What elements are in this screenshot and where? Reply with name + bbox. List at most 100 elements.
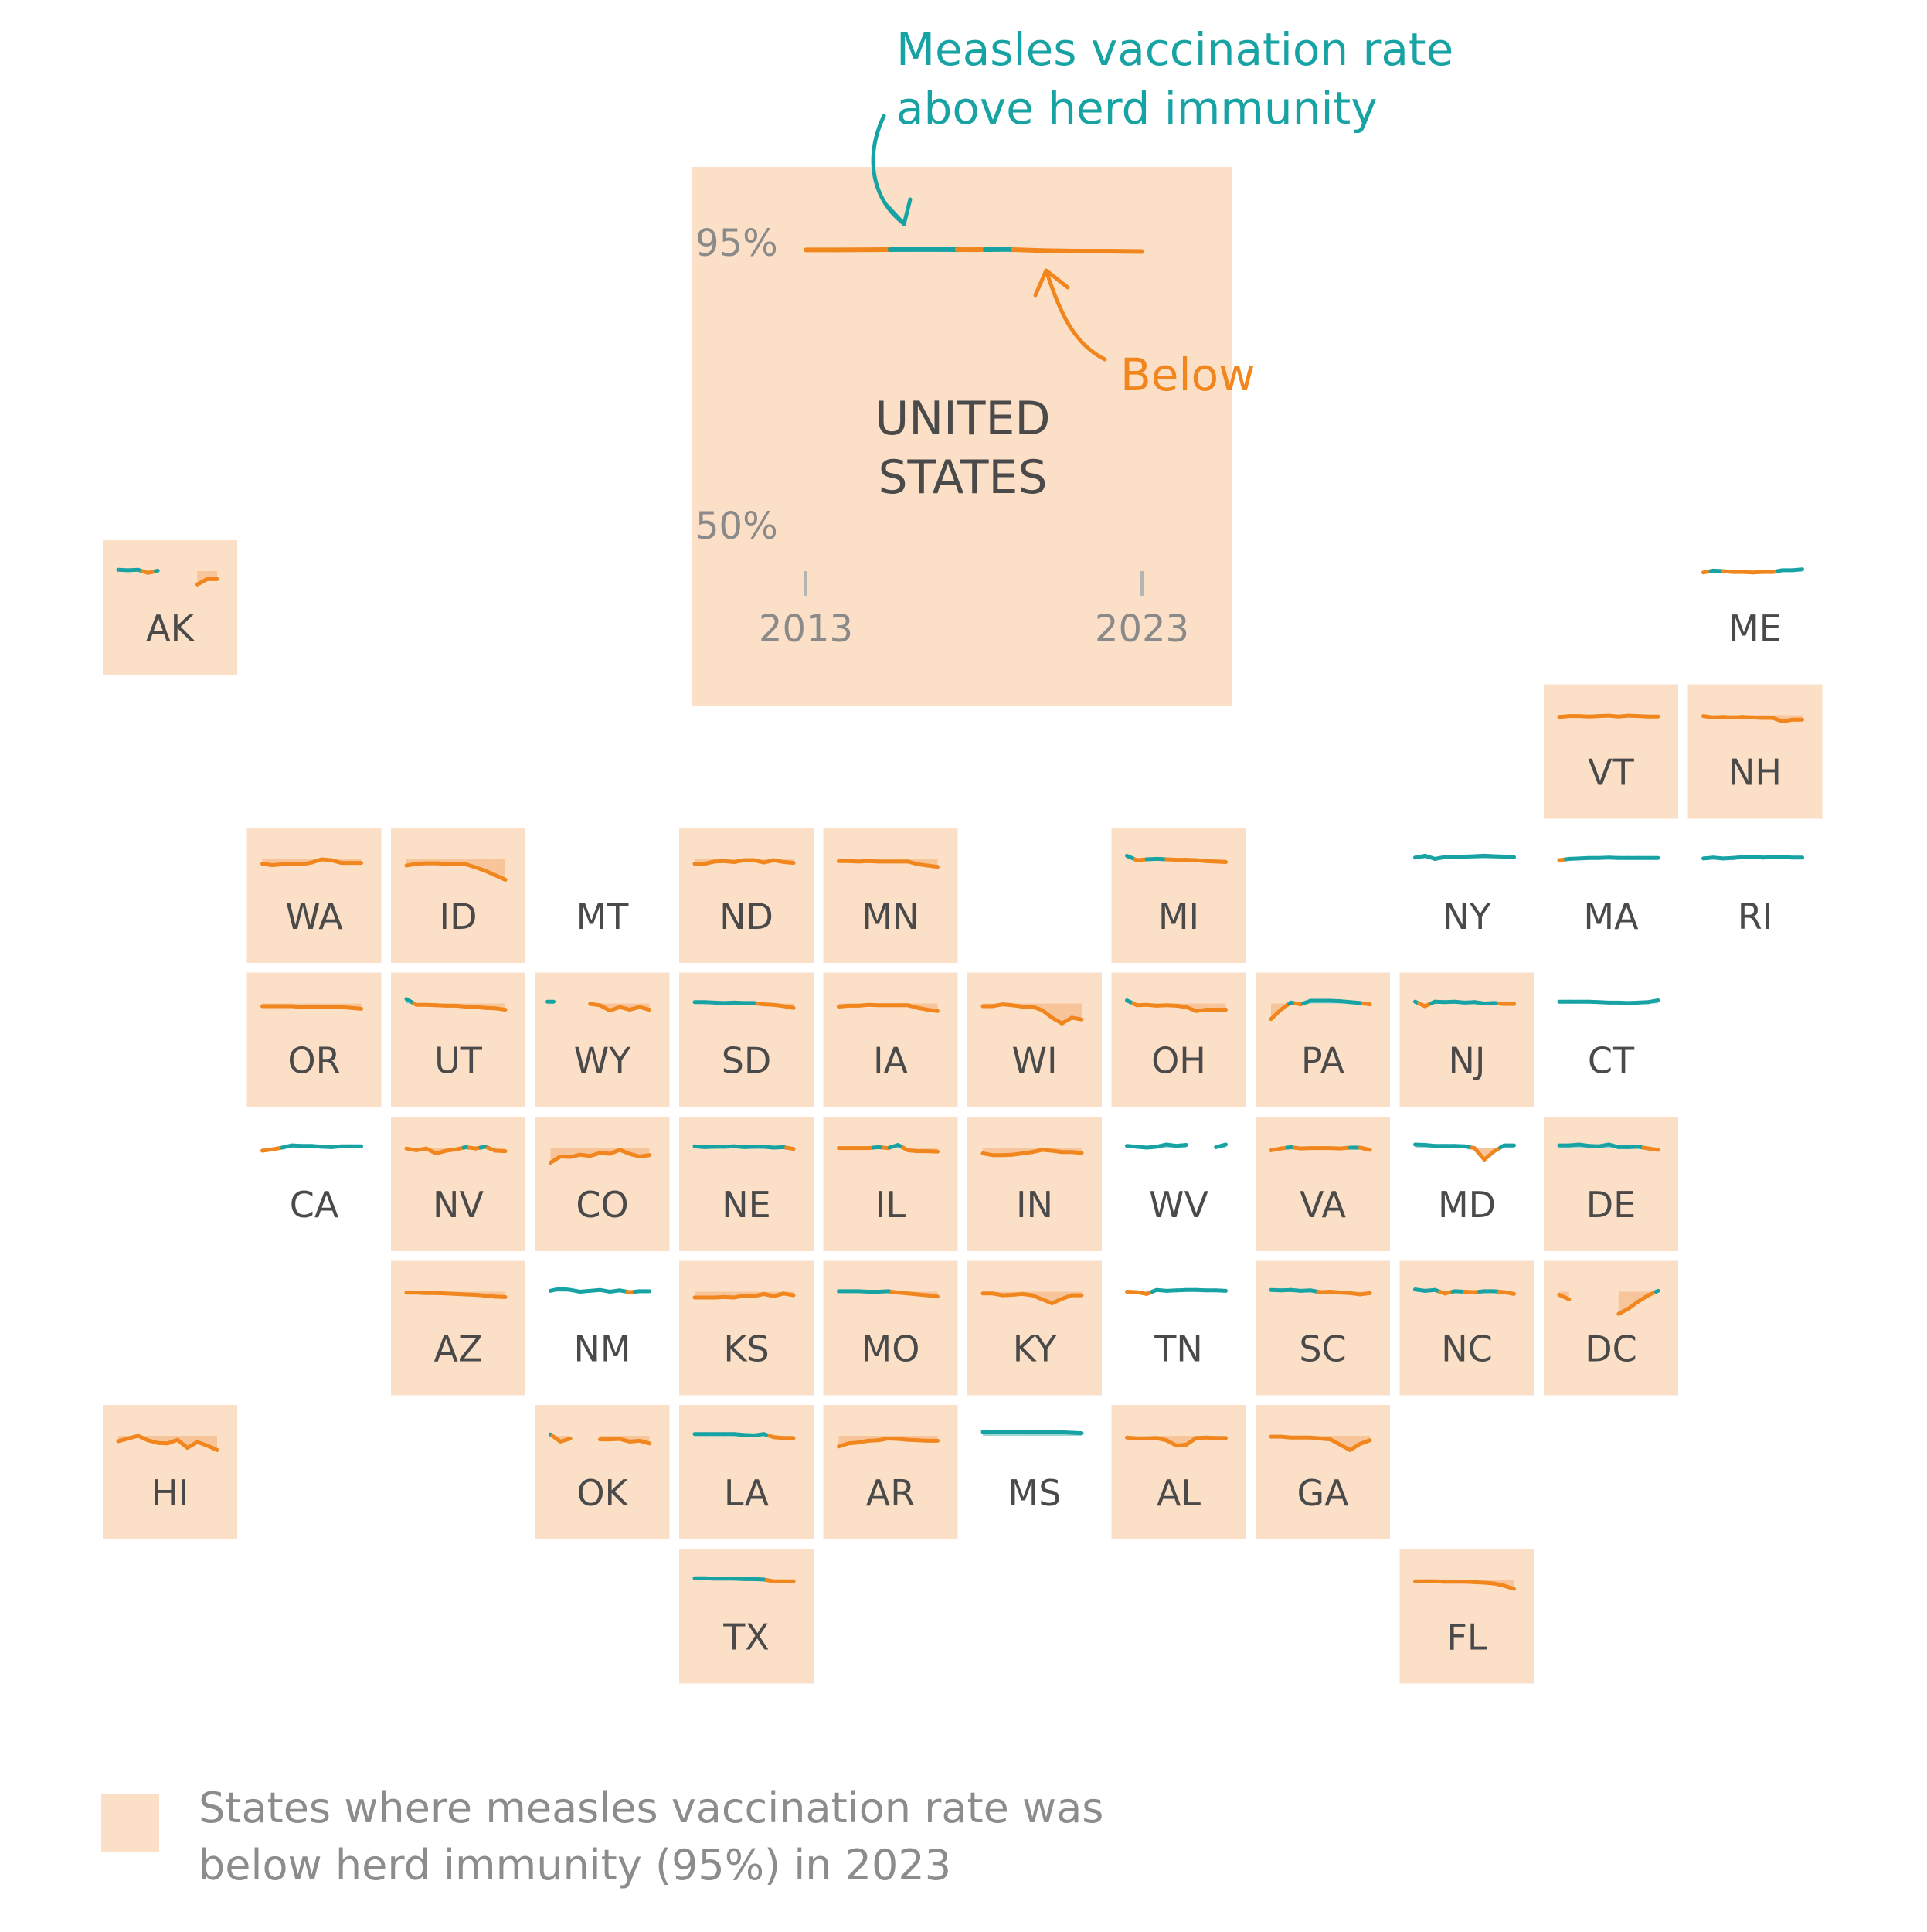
- state-wv-line-segment: [1174, 1143, 1188, 1148]
- state-line: [549, 1432, 651, 1446]
- annotations: Measles vaccination rate above herd immu…: [871, 23, 1453, 401]
- state-line: [692, 1291, 796, 1300]
- state-ak-line-segment: [154, 568, 160, 573]
- state-tile-id: ID: [391, 828, 525, 963]
- state-line: [404, 997, 508, 1012]
- state-line: [1557, 1288, 1660, 1316]
- state-label: KY: [1013, 1328, 1058, 1370]
- state-line: [692, 1432, 796, 1440]
- state-tile-background: [391, 828, 525, 963]
- state-label: RI: [1738, 896, 1773, 937]
- state-ut-line-segment: [493, 1006, 508, 1012]
- state-label: KS: [723, 1328, 769, 1370]
- state-tile-background: [1256, 1117, 1390, 1251]
- state-label: IL: [875, 1184, 906, 1226]
- state-line: [1269, 1434, 1372, 1452]
- state-label: ND: [719, 896, 773, 937]
- state-al-line-segment: [1184, 1436, 1198, 1447]
- state-label: MI: [1158, 896, 1199, 937]
- state-line: [1701, 714, 1804, 724]
- state-line: [549, 1286, 651, 1294]
- state-tile-background: [391, 1260, 525, 1396]
- state-tile-background: [1399, 972, 1534, 1107]
- state-label: CA: [290, 1184, 339, 1226]
- state-label: VA: [1300, 1184, 1347, 1226]
- state-line: [980, 1002, 1084, 1026]
- state-fl-line-segment: [1502, 1583, 1516, 1591]
- state-line: [1701, 567, 1804, 575]
- state-tile-background: [823, 1405, 958, 1539]
- state-line: [837, 859, 940, 869]
- state-line: [260, 1004, 363, 1011]
- state-tile-tn: TN: [1125, 1287, 1228, 1370]
- state-label: MS: [1008, 1472, 1062, 1514]
- state-ny-line-segment: [1502, 855, 1516, 859]
- below-annotation-arrowhead: [1033, 268, 1070, 298]
- state-va-line-segment: [1358, 1145, 1372, 1152]
- state-tile-background: [1256, 1405, 1390, 1539]
- state-line: [1269, 1287, 1372, 1297]
- state-ga-line-segment: [1348, 1441, 1362, 1452]
- state-id-line-segment: [493, 873, 508, 882]
- x-tick-label-2013: 2013: [759, 607, 853, 651]
- state-tile-pa: PA: [1256, 972, 1390, 1107]
- state-label: DE: [1586, 1184, 1636, 1226]
- state-tile-background: [823, 972, 958, 1107]
- state-tile-background: [967, 1117, 1102, 1251]
- state-tile-ma: MA: [1557, 855, 1660, 937]
- state-tile-background: [246, 972, 382, 1107]
- state-line: [116, 567, 219, 587]
- state-label: NV: [433, 1184, 484, 1226]
- state-md-line-segment: [1472, 1146, 1487, 1162]
- state-line: [1557, 1142, 1660, 1152]
- us-line-segment: [1106, 248, 1144, 254]
- state-tile-nj: NJ: [1399, 972, 1534, 1107]
- state-il-line-segment: [926, 1149, 940, 1154]
- state-line: [404, 1291, 508, 1299]
- state-tile-sc: SC: [1256, 1260, 1390, 1396]
- state-line: [1125, 1287, 1228, 1296]
- below-annotation: Below: [1120, 349, 1256, 401]
- legend-text-line-2: below herd immunity (95%) in 2023: [199, 1841, 951, 1889]
- state-tile-background: [1111, 1405, 1246, 1539]
- state-tile-background: [823, 828, 958, 963]
- state-tile-vt: VT: [1544, 684, 1678, 819]
- state-label: MT: [576, 896, 630, 937]
- state-sc-line-segment: [1358, 1291, 1372, 1297]
- state-tile-background: [103, 540, 237, 675]
- state-line: [545, 999, 651, 1013]
- state-line: [549, 1148, 651, 1165]
- state-line: [404, 1145, 508, 1155]
- above-annotation-arrowhead: [885, 197, 913, 226]
- state-label: NC: [1441, 1328, 1493, 1370]
- state-tile-co: CO: [535, 1117, 670, 1251]
- state-label: LA: [724, 1472, 770, 1514]
- state-ia-line-segment: [926, 1008, 940, 1013]
- state-line: [1413, 1579, 1516, 1591]
- state-tile-background: [1399, 1549, 1534, 1684]
- state-tile-background: [967, 1260, 1102, 1396]
- state-line: [837, 1002, 940, 1013]
- state-tile-nh: NH: [1687, 684, 1823, 819]
- state-tile-background: [823, 1117, 958, 1251]
- state-line: [837, 1289, 940, 1299]
- state-tile-mo: MO: [823, 1260, 958, 1396]
- state-mn-line-segment: [926, 863, 940, 869]
- state-label: AK: [146, 607, 195, 649]
- state-line: [116, 1434, 219, 1452]
- state-mo-line-segment: [926, 1293, 940, 1299]
- state-line: [1701, 855, 1804, 861]
- state-tile-ak: AK: [103, 540, 237, 675]
- state-dc-area-segment: [1628, 1291, 1639, 1309]
- state-line: [692, 858, 796, 866]
- state-label: AL: [1157, 1472, 1201, 1514]
- state-label: MD: [1438, 1184, 1496, 1226]
- state-tile-background: [535, 1405, 670, 1539]
- us-line-segment: [1038, 248, 1077, 253]
- state-tile-ny: NY: [1413, 853, 1516, 937]
- state-ms-line-segment: [1069, 1430, 1084, 1436]
- state-nc-line-segment: [1502, 1290, 1516, 1296]
- state-tile-dc: DC: [1544, 1260, 1678, 1396]
- state-dc-line-segment: [1636, 1293, 1650, 1304]
- state-de-line-segment: [1646, 1146, 1660, 1152]
